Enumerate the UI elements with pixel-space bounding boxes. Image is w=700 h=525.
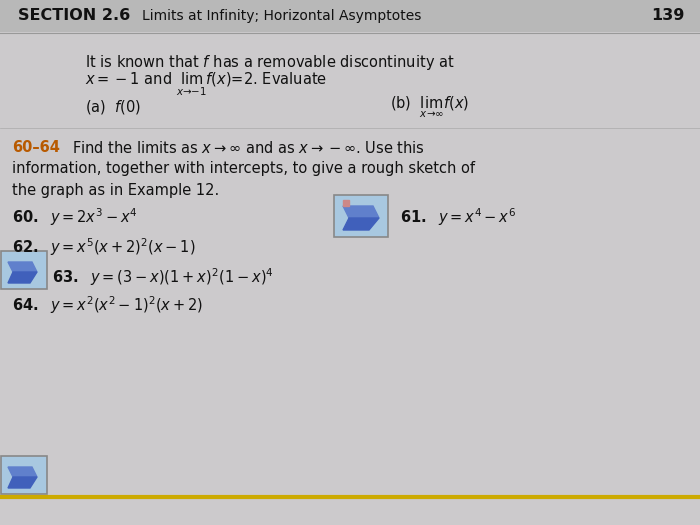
- Text: $x = -1$ and $\lim_{x \to -1} f(x) = 2$. Evaluate: $x = -1$ and $\lim_{x \to -1} f(x) = 2$.…: [85, 70, 327, 98]
- Text: Find the limits as $x \to \infty$ and as $x \to -\infty$. Use this: Find the limits as $x \to \infty$ and as…: [72, 140, 425, 156]
- Text: 139: 139: [652, 8, 685, 24]
- Polygon shape: [343, 218, 379, 230]
- Polygon shape: [8, 272, 37, 283]
- Text: the graph as in Example 12.: the graph as in Example 12.: [12, 183, 219, 197]
- Text: $\mathbf{60.}$  $y = 2x^3 - x^4$: $\mathbf{60.}$ $y = 2x^3 - x^4$: [12, 206, 138, 228]
- FancyBboxPatch shape: [1, 456, 47, 494]
- Text: $\mathbf{62.}$  $y = x^5(x+2)^2(x-1)$: $\mathbf{62.}$ $y = x^5(x+2)^2(x-1)$: [12, 236, 195, 258]
- Text: 60–64: 60–64: [12, 141, 60, 155]
- Polygon shape: [8, 477, 37, 488]
- Text: $\mathbf{61.}$  $y = x^4 - x^6$: $\mathbf{61.}$ $y = x^4 - x^6$: [400, 206, 516, 228]
- Text: (a)  $f(0)$: (a) $f(0)$: [85, 98, 141, 116]
- Text: SECTION 2.6: SECTION 2.6: [18, 8, 130, 24]
- Polygon shape: [8, 467, 37, 477]
- Text: $\mathbf{63.}$  $y = (3-x)(1+x)^2(1-x)^4$: $\mathbf{63.}$ $y = (3-x)(1+x)^2(1-x)^4$: [52, 266, 274, 288]
- Polygon shape: [8, 262, 37, 272]
- FancyBboxPatch shape: [0, 0, 700, 32]
- Polygon shape: [343, 200, 349, 206]
- Text: It is known that $f$ has a removable discontinuity at: It is known that $f$ has a removable dis…: [85, 54, 455, 72]
- FancyBboxPatch shape: [334, 195, 388, 237]
- Polygon shape: [343, 206, 379, 218]
- Text: (b)  $\lim_{x \to \infty} f(x)$: (b) $\lim_{x \to \infty} f(x)$: [390, 94, 469, 120]
- FancyBboxPatch shape: [1, 251, 47, 289]
- Text: information, together with intercepts, to give a rough sketch of: information, together with intercepts, t…: [12, 162, 475, 176]
- Text: Limits at Infinity; Horizontal Asymptotes: Limits at Infinity; Horizontal Asymptote…: [142, 9, 421, 23]
- Text: $\mathbf{64.}$  $y = x^2(x^2-1)^2(x+2)$: $\mathbf{64.}$ $y = x^2(x^2-1)^2(x+2)$: [12, 294, 203, 316]
